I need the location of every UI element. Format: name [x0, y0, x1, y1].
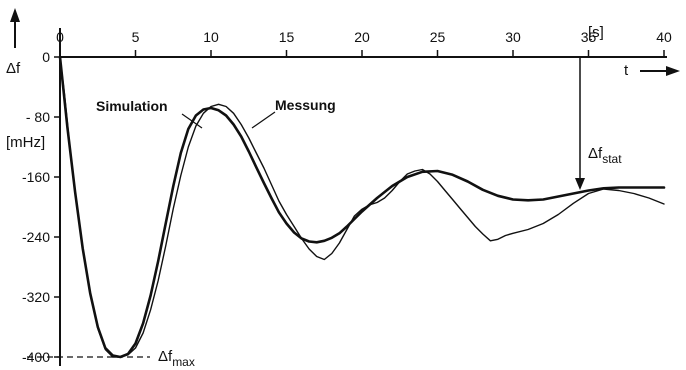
y-tick-label: -400	[22, 349, 50, 365]
y-tick-label: -160	[22, 169, 50, 185]
y-axis-arrow	[10, 8, 20, 22]
series-label-simulation: Simulation	[96, 98, 168, 114]
y-tick-label: -240	[22, 229, 50, 245]
series-label-simulation-leader	[181, 113, 203, 129]
series-label-messung-leader	[251, 111, 276, 129]
x-tick-label: 40	[656, 29, 672, 45]
delta-f-stat-arrowhead	[575, 178, 585, 190]
series-label-messung: Messung	[275, 97, 336, 113]
y-tick-label: 0	[42, 49, 50, 65]
y-tick-label: -320	[22, 289, 50, 305]
series-line-simulation	[58, 55, 666, 359]
x-tick-label: 30	[505, 29, 521, 45]
x-axis-arrow	[666, 66, 680, 76]
x-axis-label: t	[624, 62, 629, 79]
x-axis-unit: [s]	[588, 24, 604, 41]
y-tick-label: - 80	[26, 109, 50, 125]
x-tick-label: 25	[430, 29, 446, 45]
y-axis-unit: [mHz]	[6, 134, 45, 151]
x-tick-label: 15	[279, 29, 295, 45]
x-tick-label: 20	[354, 29, 370, 45]
x-tick-label: 10	[203, 29, 219, 45]
x-tick-label: 0	[56, 29, 64, 45]
series-line-messung	[59, 56, 665, 358]
y-axis-label: Δf	[6, 60, 21, 77]
delta-f-max-label: Δfmax	[158, 348, 195, 369]
x-tick-label: 35	[581, 29, 597, 45]
delta-f-stat-label: Δfstat	[588, 145, 622, 166]
x-tick-label: 5	[132, 29, 140, 45]
